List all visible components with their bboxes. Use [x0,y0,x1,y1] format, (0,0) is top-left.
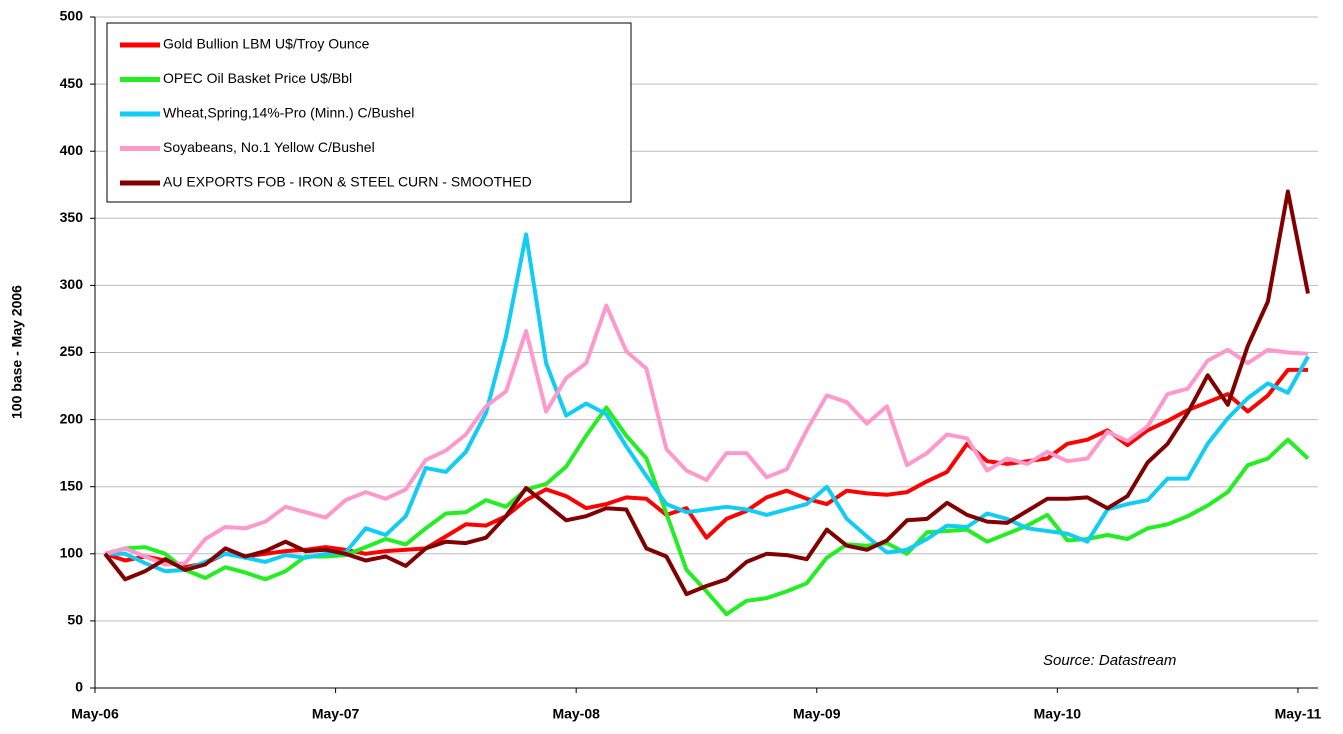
y-tick-label: 0 [75,679,83,695]
y-tick-label: 100 [60,545,84,561]
y-tick-label: 150 [60,477,84,493]
x-tick-label: May-06 [71,706,119,722]
y-tick-label: 300 [60,276,84,292]
legend-label: Soyabeans, No.1 Yellow C/Bushel [163,139,375,155]
series-line [104,303,1309,567]
y-tick-label: 200 [60,410,84,426]
legend-label: OPEC Oil Basket Price U$/Bbl [163,70,352,86]
y-tick-label: 350 [60,209,84,225]
y-axis-label: 100 base - May 2006 [9,285,25,419]
legend-label: Gold Bullion LBM U$/Troy Ounce [163,36,370,52]
legend-box [106,22,632,203]
y-tick-label: 500 [60,8,84,24]
legend-label: AU EXPORTS FOB - IRON & STEEL CURN - SMO… [163,174,532,190]
y-tick-label: 50 [67,612,83,628]
x-tick-label: May-10 [1034,706,1082,722]
x-tick-label: May-11 [1275,706,1322,722]
y-tick-label: 450 [60,75,84,91]
y-tick-label: 400 [60,142,84,158]
x-tick-label: May-09 [793,706,841,722]
annotation: Source: Datastream [1043,652,1176,669]
legend-label: Wheat,Spring,14%-Pro (Minn.) C/Bushel [163,105,414,121]
x-tick-label: May-07 [312,706,360,722]
x-tick-label: May-08 [552,706,600,722]
series-line [103,189,1310,597]
y-tick-label: 250 [60,343,84,359]
